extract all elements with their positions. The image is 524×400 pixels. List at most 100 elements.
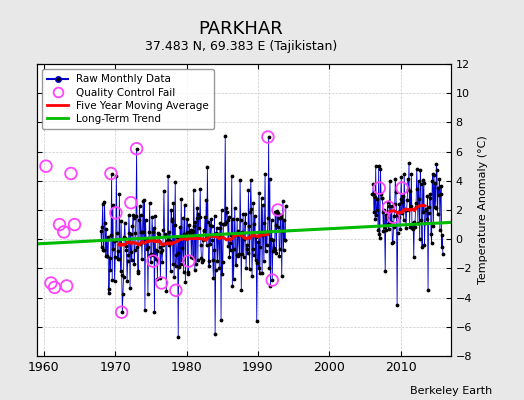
Point [241,210,249,217]
Point [406,224,414,230]
Point [133,146,141,152]
Point [193,205,201,212]
Point [255,190,264,196]
Point [389,239,397,246]
Point [234,228,243,234]
Point [425,204,433,210]
Point [232,262,240,268]
Point [153,276,161,283]
Point [99,246,107,253]
Point [433,211,442,218]
Point [225,214,233,221]
Point [382,226,390,233]
Point [279,247,288,253]
Point [164,172,172,179]
Point [377,195,386,201]
Point [203,242,211,249]
Point [97,244,106,250]
Point [196,186,204,192]
Point [225,254,234,260]
Point [170,274,178,280]
Point [403,175,412,182]
Point [168,217,176,224]
Point [437,182,445,189]
Point [171,179,179,186]
Point [434,184,442,191]
Point [270,247,279,254]
Point [198,259,206,265]
Point [260,258,268,264]
Point [144,290,152,297]
Point [377,191,385,198]
Point [408,225,416,231]
Point [268,277,276,283]
Point [422,206,430,212]
Point [277,215,286,222]
Point [190,187,198,193]
Point [221,221,229,227]
Point [245,222,253,229]
Point [99,200,107,207]
Point [205,222,214,229]
Point [281,237,289,243]
Point [106,267,115,273]
Point [248,246,257,252]
Point [423,193,432,199]
Point [273,208,281,214]
Point [384,199,392,206]
Point [428,240,436,246]
Point [135,203,144,209]
Point [179,269,188,275]
Point [122,242,130,249]
Point [223,209,231,216]
Point [70,222,79,228]
Point [105,285,113,292]
Point [67,170,75,177]
Point [117,309,126,315]
Point [149,258,157,264]
Point [162,288,170,294]
Point [148,229,157,236]
Point [220,221,228,227]
Point [244,187,253,193]
Point [130,247,139,254]
Point [138,229,147,236]
Point [143,246,151,252]
Point [411,224,419,230]
Point [191,218,200,225]
Point [392,189,400,196]
Point [274,207,282,213]
Point [117,272,126,278]
Point [257,194,266,201]
Point [383,215,391,222]
Point [131,230,139,237]
Point [409,220,417,227]
Point [151,212,159,219]
Point [159,242,167,248]
Point [263,229,271,236]
Point [161,230,169,237]
Point [60,229,68,235]
Point [239,211,247,218]
Point [104,290,113,297]
Point [371,216,379,222]
Point [118,309,126,315]
Point [152,246,160,253]
Point [169,261,177,267]
Point [121,220,129,226]
Point [410,219,419,225]
Point [373,207,381,213]
Point [208,237,216,243]
Point [435,176,443,182]
Point [381,268,389,274]
Point [204,218,212,225]
Point [264,134,272,140]
Point [161,239,170,246]
Point [275,253,283,260]
Point [267,216,276,223]
Point [101,220,110,227]
Point [228,283,236,289]
Point [374,227,383,233]
Point [385,226,393,233]
Point [274,224,282,230]
